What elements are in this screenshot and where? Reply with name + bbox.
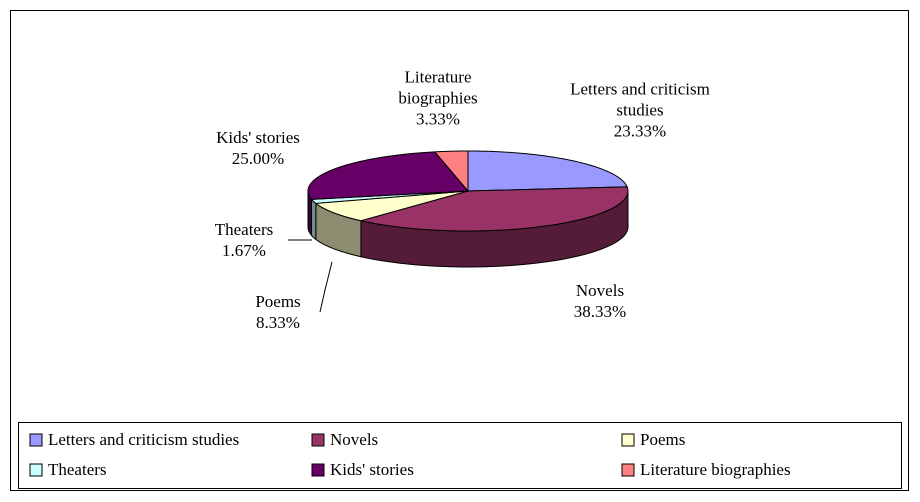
data-label-value: 23.33% — [613, 121, 667, 141]
slice — [307, 151, 470, 200]
data-label-value: 3.33% — [416, 109, 460, 129]
data-label-name: Literature biographies — [398, 67, 478, 108]
legend-swatch — [621, 433, 635, 447]
slice — [433, 150, 469, 193]
data-label: Kids' stories 25.00% — [198, 127, 318, 169]
data-label: Novels 38.33% — [540, 280, 660, 322]
legend-swatch — [621, 463, 635, 477]
slice-side — [310, 197, 317, 241]
legend-swatch — [29, 463, 43, 477]
slice — [310, 190, 469, 204]
data-label-value: 1.67% — [222, 241, 266, 260]
data-label-name: Novels — [575, 281, 625, 300]
slice — [314, 190, 469, 222]
slice — [467, 150, 628, 192]
data-label-value: 25.00% — [231, 149, 285, 168]
data-label-value: 38.33% — [573, 302, 627, 321]
data-label: Theaters 1.67% — [194, 219, 294, 261]
data-label: Letters and criticism studies 23.33% — [560, 79, 720, 142]
slice — [360, 186, 629, 232]
legend-label: Theaters — [48, 460, 107, 479]
legend-swatch — [311, 463, 325, 477]
data-label-value: 8.33% — [256, 313, 300, 332]
legend-label: Letters and criticism studies — [48, 430, 239, 449]
data-label-name: Letters and criticism studies — [570, 79, 710, 120]
leader-line — [319, 261, 333, 313]
legend-box — [18, 422, 902, 489]
legend-swatch — [311, 433, 325, 447]
data-label-name: Kids' stories — [216, 128, 300, 147]
legend-label: Novels — [330, 430, 378, 449]
legend-swatch — [29, 433, 43, 447]
legend-label: Poems — [640, 430, 685, 449]
legend-label: Literature biographies — [640, 460, 791, 479]
data-label: Literature biographies 3.33% — [378, 67, 498, 130]
data-label-name: Theaters — [214, 220, 274, 239]
legend-label: Kids' stories — [330, 460, 414, 479]
data-label-name: Poems — [255, 292, 301, 311]
data-label: Poems 8.33% — [228, 291, 328, 333]
